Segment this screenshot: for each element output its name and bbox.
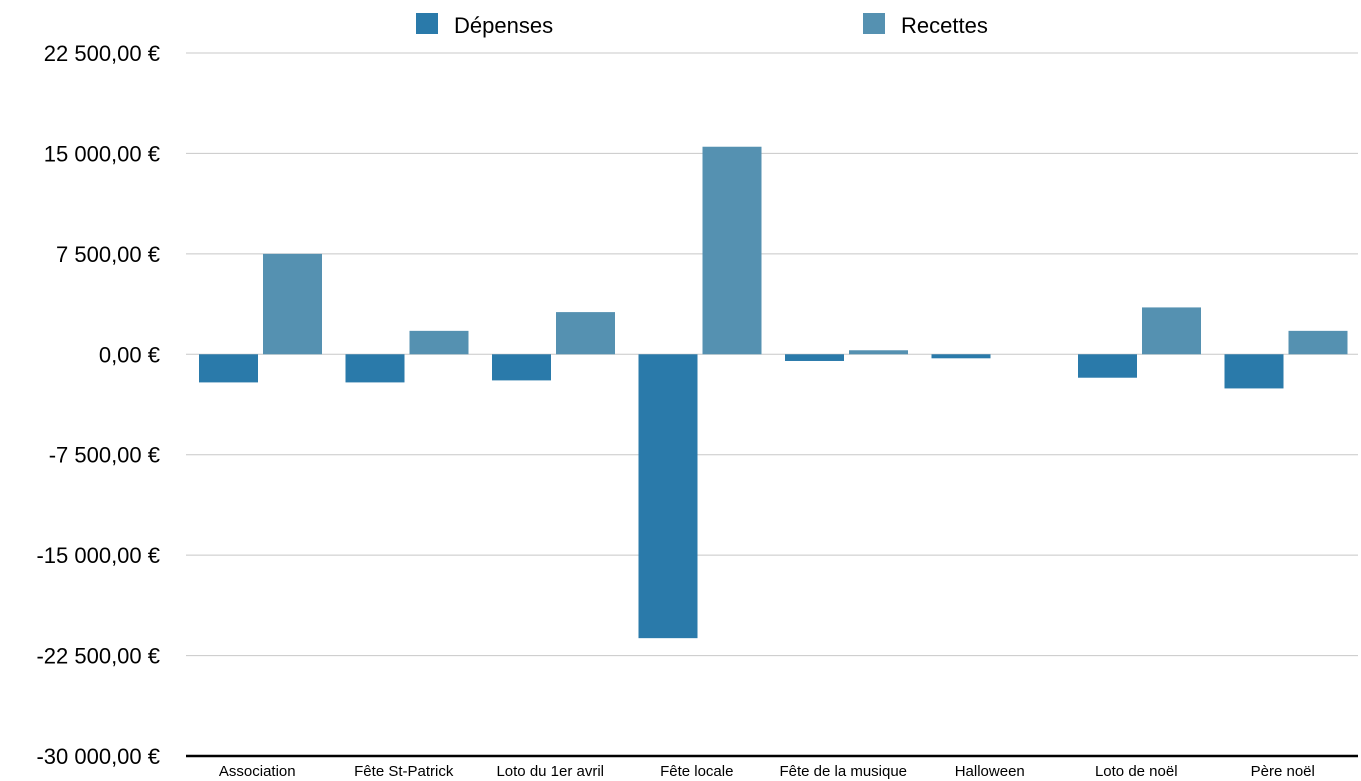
legend-label: Dépenses	[454, 13, 553, 38]
x-category-label: Fête de la musique	[779, 763, 907, 780]
bar-depenses	[199, 354, 258, 383]
bar-depenses	[785, 354, 844, 361]
y-tick-label: 15 000,00 €	[44, 141, 160, 166]
bar-recettes	[556, 312, 615, 355]
bar-recettes	[1142, 307, 1201, 355]
legend-label: Recettes	[901, 13, 988, 38]
x-category-label: Loto de noël	[1095, 763, 1178, 780]
bar-recettes	[1288, 330, 1348, 355]
bar-depenses	[1078, 354, 1137, 378]
x-category-label: Fête St-Patrick	[354, 763, 454, 780]
axes: 22 500,00 € 15 000,00 € 7 500,00 € 0,00 € -7…	[36, 41, 1358, 780]
legend: Dépenses Recettes	[416, 13, 988, 38]
y-tick-label: 22 500,00 €	[44, 41, 160, 66]
y-tick-label: -22 500,00 €	[36, 644, 160, 669]
y-tick-label: 0,00 €	[99, 342, 160, 367]
bar-depenses	[492, 354, 551, 381]
x-category-label: Association	[219, 763, 296, 780]
y-tick-label: -15 000,00 €	[36, 543, 160, 568]
bar-depenses	[1224, 354, 1284, 389]
x-category-label: Loto du 1er avril	[496, 763, 604, 780]
bar-recettes	[263, 253, 322, 355]
bar-depenses	[638, 354, 698, 639]
legend-swatch	[416, 13, 438, 34]
bar-recettes	[702, 146, 762, 355]
bar-recettes	[849, 350, 908, 355]
legend-swatch	[863, 13, 885, 34]
x-category-label: Halloween	[955, 763, 1025, 780]
y-tick-label: -30 000,00 €	[36, 744, 160, 769]
x-category-label: Fête locale	[660, 763, 733, 780]
y-tick-label: 7 500,00 €	[56, 242, 160, 267]
bar-recettes	[409, 330, 469, 355]
bars	[199, 146, 1348, 639]
bar-depenses	[345, 354, 405, 383]
x-category-label: Père noël	[1251, 763, 1315, 780]
bar-depenses	[931, 354, 991, 359]
y-tick-label: -7 500,00 €	[49, 443, 160, 468]
